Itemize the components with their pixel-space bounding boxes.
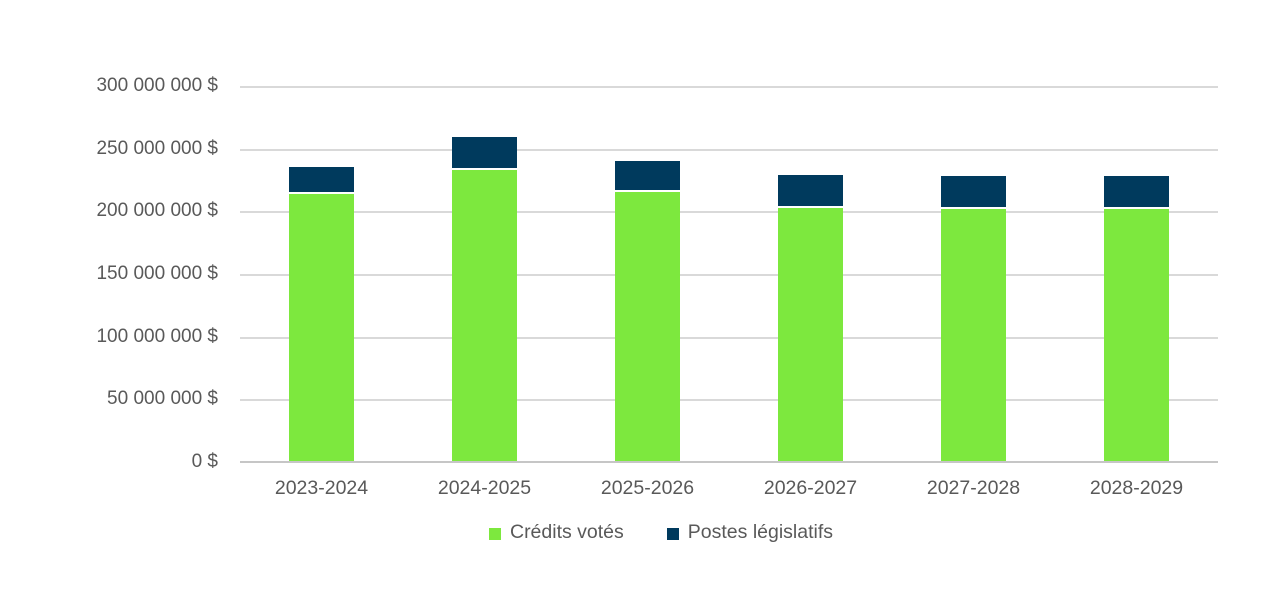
gridline — [240, 399, 1218, 402]
legend-item-label: Postes législatifs — [687, 521, 834, 543]
legend-item-credits-votes[interactable]: Crédits votés — [488, 521, 624, 544]
y-axis-tick-label: 150 000 000 $ — [96, 263, 218, 284]
x-axis-line — [240, 461, 1218, 463]
bar-group — [1055, 86, 1218, 462]
x-axis-category-label: 2023-2024 — [274, 477, 369, 499]
x-axis-category-label: 2025-2026 — [600, 477, 695, 499]
bar-segment-postes-legislatifs[interactable] — [289, 167, 354, 195]
bar-segment-credits-votes[interactable] — [615, 191, 680, 462]
bar-segment-postes-legislatifs[interactable] — [452, 137, 517, 170]
bar-segment-postes-legislatifs[interactable] — [941, 175, 1006, 209]
legend-item-postes-legislatifs[interactable]: Postes législatifs — [666, 521, 834, 544]
x-axis-labels: 2023-2024 2024-2025 2025-2026 2026-2027 2027… — [240, 477, 1218, 500]
bar-segment-credits-votes[interactable] — [778, 207, 843, 462]
gridline — [240, 336, 1218, 339]
y-axis-labels: 0 $ 50 000 000 $ 100 000 000 $ 150 000 000 … — [0, 0, 218, 605]
bar-segment-credits-votes[interactable] — [452, 170, 517, 462]
gridline — [240, 86, 1218, 88]
y-axis-tick-label: 250 000 000 $ — [96, 137, 218, 159]
x-axis-category-label: 2026-2027 — [763, 477, 858, 499]
bar-segment-credits-votes[interactable] — [1104, 208, 1169, 462]
bar-segment-postes-legislatifs[interactable] — [1104, 175, 1169, 209]
y-axis-tick-label: 50 000 000 $ — [107, 388, 218, 410]
legend-swatch-icon — [666, 527, 679, 540]
gridline — [240, 148, 1218, 151]
x-axis-category-label: 2027-2028 — [926, 477, 1021, 499]
y-axis-tick-label: 100 000 000 $ — [96, 325, 218, 347]
bar-segment-credits-votes[interactable] — [289, 194, 354, 462]
plot-area — [240, 86, 1218, 462]
bar-segment-postes-legislatifs[interactable] — [778, 174, 843, 208]
legend-item-label: Crédits votés — [509, 521, 624, 543]
x-axis-category-label: 2028-2029 — [1089, 477, 1184, 499]
bar-group — [566, 86, 729, 462]
bar-segment-credits-votes[interactable] — [941, 208, 1006, 462]
legend-swatch-icon — [488, 527, 501, 540]
y-axis-tick-label: 0 $ — [191, 451, 218, 472]
x-axis-category-label: 2024-2025 — [437, 477, 532, 499]
bar-group — [729, 86, 892, 462]
gridline — [240, 274, 1218, 276]
gridline — [240, 211, 1218, 214]
bar-segment-postes-legislatifs[interactable] — [615, 161, 680, 192]
bar-group — [403, 86, 566, 462]
y-axis-tick-label: 200 000 000 $ — [96, 200, 218, 222]
bar-group — [892, 86, 1055, 462]
y-axis-tick-label: 300 000 000 $ — [96, 75, 218, 96]
bar-group — [240, 86, 403, 462]
chart-legend: Crédits votés Postes législatifs — [0, 521, 1280, 544]
